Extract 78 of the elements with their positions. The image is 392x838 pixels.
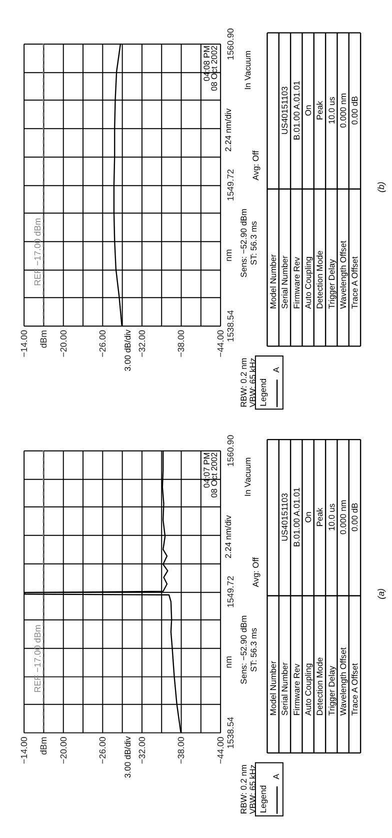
text: Peak (314, 100, 325, 120)
text: Wavelength Offset (338, 646, 348, 716)
x-tick-label: −14.00 (19, 330, 30, 358)
text: Firmware Rev (291, 662, 302, 716)
x-tick-label: dBm (38, 736, 49, 755)
text: (b) (376, 182, 386, 192)
text: Auto Coupling (303, 662, 314, 716)
text: US40151103 (280, 86, 290, 134)
x-tick-label: −26.00 (98, 330, 108, 358)
x-tick-label: −32.00 (136, 330, 147, 358)
text: B.01.00 A.01.01 (291, 80, 302, 140)
text: Model Number (268, 660, 278, 716)
text: Trace A Offset (350, 662, 360, 716)
text: ST: 56.3 ms (248, 628, 258, 672)
text: In Vacuum (242, 50, 253, 90)
annotation: 08 Oct 2002 (209, 45, 220, 92)
y-axis-title: nm (223, 656, 234, 668)
text: Detection Mode (314, 250, 325, 309)
text: US40151103 (280, 492, 290, 542)
text: 10.0 us (326, 503, 336, 531)
text: (a) (376, 588, 386, 600)
text: 0.00 dB (350, 502, 360, 532)
text: In Vacuum (242, 457, 253, 497)
text: A (271, 366, 282, 373)
ref-line-label: REF −17.00 dBm (32, 218, 42, 286)
text: Sens: −52.90 dBm (238, 208, 249, 278)
text: 10.0 us (326, 96, 336, 124)
text: RBW: 0.2 nm (238, 764, 249, 814)
text: 3.00 dB/div (122, 735, 133, 778)
text: Peak (314, 506, 325, 527)
text: On (303, 104, 314, 116)
legend-title: Legend (258, 378, 268, 406)
annotation: 04:08 PM (201, 46, 212, 82)
x-tick-label: −44.00 (216, 736, 226, 764)
text: RBW: 0.2 nm (238, 358, 249, 408)
text: Firmware Rev (291, 256, 302, 309)
x-tick-label: −20.00 (58, 736, 68, 764)
text: 2.24 nm/div (222, 514, 233, 558)
ref-line-label: REF −17.00 dBm (32, 624, 42, 693)
text: Trigger Delay (326, 665, 336, 716)
text: A (271, 773, 282, 780)
text: 3.00 dB/div (122, 328, 133, 372)
x-tick-label: −44.00 (216, 330, 226, 358)
text: Serial Number (280, 662, 290, 716)
text: ST: 56.3 ms (248, 221, 258, 266)
annotation: 04:07 PM (201, 452, 212, 488)
text: 2.24 nm/div (222, 108, 233, 152)
x-tick-label: dBm (38, 330, 49, 348)
text: Wavelength Offset (338, 240, 348, 309)
x-tick-label: −26.00 (98, 736, 108, 764)
x-tick-label: −38.00 (176, 736, 186, 764)
text: B.01.00 A.01.01 (291, 487, 302, 547)
annotation: 08 Oct 2002 (209, 452, 220, 498)
text: Detection Mode (314, 656, 325, 716)
y-tick-label: 1538.54 (225, 310, 236, 342)
text: Avg: Off (250, 150, 260, 180)
text: Model Number (268, 254, 278, 309)
y-axis-title: nm (223, 249, 234, 262)
text: Avg: Off (250, 556, 260, 588)
x-tick-label: −14.00 (19, 736, 30, 764)
text: 0.000 nm (338, 500, 348, 535)
y-tick-label: 1560.90 (225, 434, 236, 467)
y-tick-label: 1549.72 (225, 576, 236, 608)
text: Auto Coupling (303, 256, 314, 309)
text: 0.000 nm (338, 92, 348, 128)
text: Trigger Delay (326, 258, 336, 309)
y-tick-label: 1549.72 (225, 169, 236, 202)
x-tick-label: −20.00 (58, 330, 68, 358)
y-tick-label: 1560.90 (225, 28, 236, 60)
text: Serial Number (280, 255, 290, 309)
x-tick-label: −38.00 (176, 330, 186, 358)
y-tick-label: 1538.54 (225, 716, 236, 749)
legend-title: Legend (258, 784, 268, 814)
text: Sens: −52.90 dBm (238, 615, 249, 684)
x-tick-label: −32.00 (136, 736, 147, 764)
text: On (303, 511, 314, 523)
text: 0.00 dB (350, 96, 360, 125)
text: Trace A Offset (350, 256, 360, 309)
